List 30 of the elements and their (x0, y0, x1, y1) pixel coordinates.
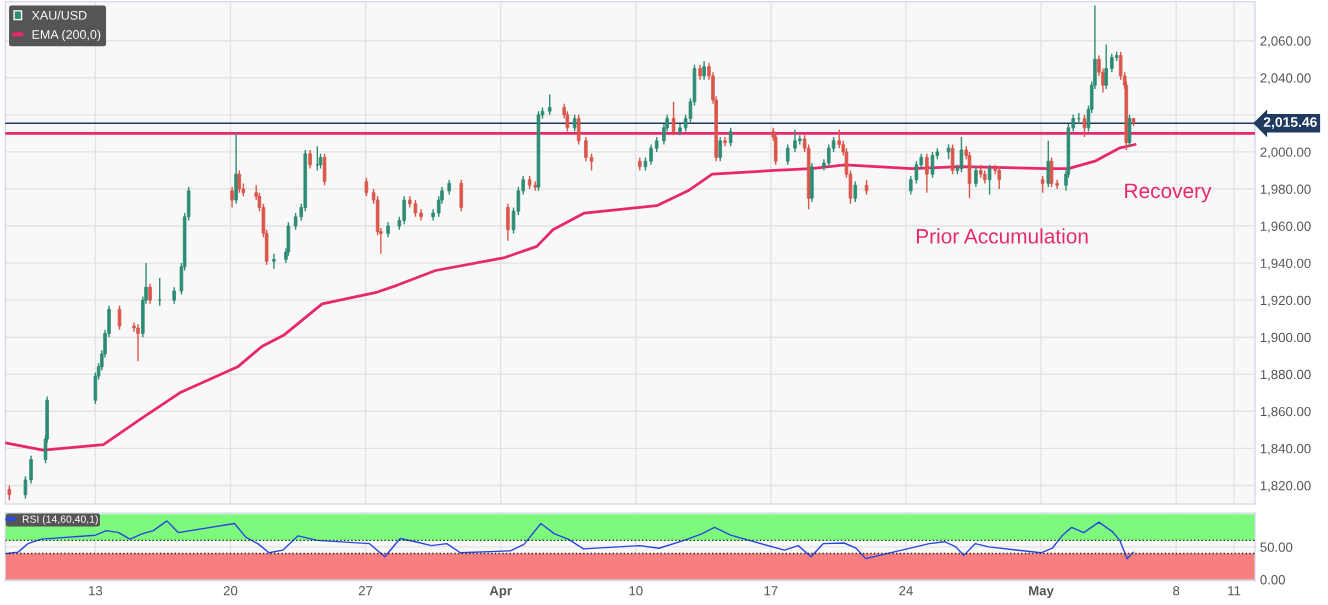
y-tick-label: 1,920.00 (1260, 295, 1311, 307)
y-tick-label: 1,980.00 (1260, 184, 1311, 196)
y-tick-label: 1,820.00 (1260, 481, 1311, 492)
y-tick-label: 1,880.00 (1260, 369, 1311, 381)
y-tick-label: 1,860.00 (1260, 406, 1311, 418)
y-tick-label: 1,940.00 (1260, 258, 1311, 270)
x-tick-label: 27 (358, 586, 373, 596)
y-tick-label: 2,000.00 (1260, 147, 1311, 159)
y-tick-label: 2,060.00 (1260, 36, 1311, 48)
x-tick-label: 17 (764, 586, 778, 596)
y-tick-label: 0.00 (1260, 575, 1285, 585)
x-tick-label: Apr (489, 586, 512, 598)
x-tick-label: 20 (223, 586, 238, 596)
legend-label: XAU/USD (31, 10, 87, 20)
y-tick-label: 2,040.00 (1260, 73, 1311, 85)
legend-label: RSI (14,60,40,1) (22, 515, 98, 525)
y-tick-label: 1,840.00 (1260, 443, 1311, 455)
x-tick-label: 13 (89, 586, 103, 596)
x-tick-label: 11 (1228, 586, 1241, 596)
x-tick-label: 24 (899, 586, 913, 596)
x-tick-label: 10 (629, 586, 643, 596)
annotation: Recovery (1125, 183, 1212, 203)
x-tick-label: May (1029, 586, 1054, 598)
x-tick-label: 8 (1173, 586, 1180, 596)
annotation: Prior Accumulation (916, 228, 1088, 244)
ref-line-label: 2,015.46 (1263, 117, 1317, 129)
y-tick-label: 50.00 (1260, 542, 1293, 552)
y-tick-label: 1,900.00 (1260, 332, 1311, 344)
legend-label: EMA (200,0) (32, 29, 101, 42)
y-tick-label: 1,960.00 (1260, 221, 1311, 233)
